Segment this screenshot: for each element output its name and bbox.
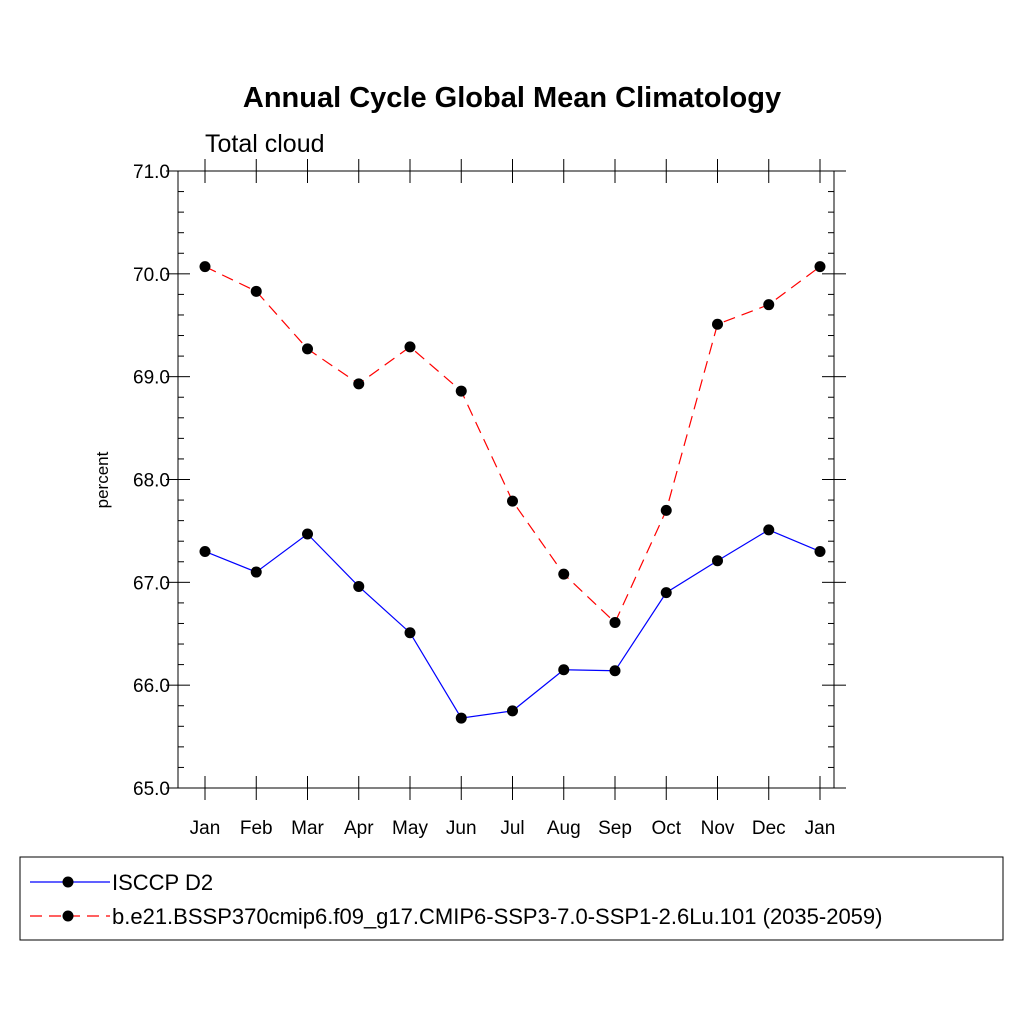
series-line-2: [204, 266, 821, 624]
x-tick-label: Dec: [752, 818, 786, 839]
series-line-1: [204, 529, 821, 719]
series-2-point: [763, 299, 775, 311]
series-2-point: [814, 261, 826, 273]
x-tick-label: Apr: [344, 818, 374, 839]
series-1-point: [353, 580, 365, 592]
legend: ISCCP D2 b.e21.BSSP370cmip6.f09_g17.CMIP6…: [30, 870, 882, 929]
y-tick-label: 71.0: [133, 162, 170, 183]
legend-label-2: b.e21.BSSP370cmip6.f09_g17.CMIP6-SSP3-7.…: [112, 904, 882, 929]
series-2-point: [250, 285, 262, 297]
y-tick-label: 66.0: [133, 676, 170, 697]
series-1-point: [660, 587, 672, 599]
series-2-point: [199, 261, 211, 273]
x-tick-label: Aug: [547, 818, 581, 839]
legend-marker-2: [62, 910, 74, 922]
series-1-point: [814, 545, 826, 557]
series-2-point: [404, 341, 416, 353]
x-tick-label: Jul: [500, 818, 524, 839]
series-2-point: [558, 568, 570, 580]
legend-box: [19, 856, 1004, 941]
series-1-point: [404, 627, 416, 639]
x-tick-label: Feb: [240, 818, 273, 839]
x-tick-label: May: [392, 818, 428, 839]
chart-title: Annual Cycle Global Mean Climatology: [243, 82, 781, 114]
axis-ticks: 65.0 66.0 67.0 68.0 69.0 70.0 71.0 Jan Feb Mar Apr…: [133, 159, 846, 839]
x-tick-label: Oct: [651, 818, 681, 839]
series-1-point: [609, 665, 621, 677]
x-tick-label: Jun: [446, 818, 477, 839]
series-1-point: [455, 712, 467, 724]
chart-subtitle: Total cloud: [205, 130, 325, 158]
series-2-point: [609, 616, 621, 628]
series-1-point: [507, 705, 518, 717]
legend-marker-1: [62, 876, 74, 888]
series-2-point: [302, 343, 313, 355]
y-tick-label: 68.0: [133, 471, 170, 492]
series-1-point: [250, 566, 262, 578]
x-tick-label: Jan: [190, 818, 221, 839]
plot-frame: [177, 170, 835, 789]
y-tick-label: 65.0: [133, 779, 170, 800]
x-tick-label: Mar: [291, 818, 324, 839]
series-1-point: [199, 545, 211, 557]
series-2-point: [455, 385, 467, 397]
series-2-point: [353, 378, 365, 390]
legend-label-1: ISCCP D2: [112, 870, 213, 895]
series-layer: [199, 261, 826, 724]
series-1-point: [712, 555, 723, 567]
series-1-point: [763, 524, 775, 536]
x-tick-label: Nov: [701, 818, 735, 839]
series-2-point: [712, 318, 723, 330]
y-tick-label: 69.0: [133, 368, 170, 389]
series-1-point: [558, 664, 570, 676]
series-2-point: [660, 504, 672, 516]
series-2-point: [507, 495, 518, 507]
x-tick-label: Sep: [598, 818, 632, 839]
series-1-point: [302, 528, 313, 540]
y-tick-label: 67.0: [133, 573, 170, 594]
x-tick-label: Jan: [805, 818, 836, 839]
y-axis-label: percent: [93, 451, 112, 508]
y-tick-label: 70.0: [133, 265, 170, 286]
